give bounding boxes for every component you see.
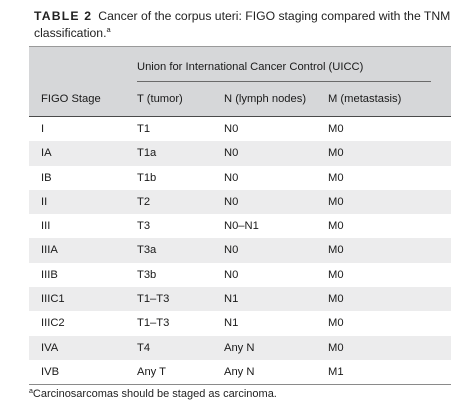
table-header-rule xyxy=(29,116,451,117)
cell-lymph-nodes: N0 xyxy=(224,244,239,257)
uicc-group-rule xyxy=(137,81,431,82)
table-row: II T2 N0 M0 xyxy=(29,189,451,215)
cell-metastasis: M1 xyxy=(328,365,344,378)
footnote-marker: a xyxy=(29,388,33,395)
cell-metastasis: M0 xyxy=(328,268,344,281)
caption-footnote-marker: a xyxy=(106,25,111,34)
cell-tumor: T1b xyxy=(137,171,157,184)
cell-lymph-nodes: N0 xyxy=(224,268,239,281)
cell-metastasis: M0 xyxy=(328,171,344,184)
col-header-figo-stage: FIGO Stage xyxy=(41,93,101,105)
cell-tumor: T1–T3 xyxy=(137,317,170,330)
col-header-tumor: T (tumor) xyxy=(137,93,183,105)
table-row: I T1 N0 M0 xyxy=(29,117,451,141)
cell-tumor: T1 xyxy=(137,123,151,135)
cell-lymph-nodes: N0 xyxy=(224,195,239,208)
cell-metastasis: M0 xyxy=(328,123,344,135)
cell-lymph-nodes: N0 xyxy=(224,147,239,160)
cell-metastasis: M0 xyxy=(328,317,344,330)
cell-lymph-nodes: N0 xyxy=(224,123,239,135)
footnote-text: Carcinosarcomas should be staged as carc… xyxy=(32,388,277,400)
table-row: IB T1b N0 M0 xyxy=(29,166,451,190)
cell-metastasis: M0 xyxy=(328,220,344,233)
cell-lymph-nodes: N1 xyxy=(224,317,239,330)
table-footnote: aCarcinosarcomas should be staged as car… xyxy=(29,388,277,400)
table-row: IA T1a N0 M0 xyxy=(29,141,451,166)
cell-lymph-nodes: N0 xyxy=(224,171,239,184)
cell-lymph-nodes: Any N xyxy=(224,365,255,378)
cell-metastasis: M0 xyxy=(328,244,344,257)
cell-tumor: T3b xyxy=(137,268,157,281)
table-caption: TABLE 2 Cancer of the corpus uteri: FIGO … xyxy=(34,8,459,42)
cell-tumor: T3a xyxy=(137,244,157,257)
cell-tumor: Any T xyxy=(137,365,167,378)
cell-tumor: T2 xyxy=(137,195,151,208)
cell-figo-stage: III xyxy=(41,220,51,233)
cell-tumor: T1–T3 xyxy=(137,293,170,306)
cell-tumor: T1a xyxy=(137,147,157,160)
table-row: IIIA T3a N0 M0 xyxy=(29,238,451,263)
table-row: IVA T4 Any N M0 xyxy=(29,335,451,360)
col-header-lymph-nodes: N (lymph nodes) xyxy=(224,93,307,105)
cell-metastasis: M0 xyxy=(328,147,344,160)
table-body: I T1 N0 M0 IA T1a N0 M0 IB T1b N0 M0 II T2 N0 M0 III T3 N0… xyxy=(29,117,451,384)
table-bottom-rule xyxy=(29,384,451,385)
cell-tumor: T4 xyxy=(137,341,151,354)
table-top-rule xyxy=(29,46,451,47)
cell-figo-stage: I xyxy=(41,123,45,135)
cell-figo-stage: IB xyxy=(41,171,52,184)
cell-figo-stage: IIIA xyxy=(41,244,58,257)
cell-metastasis: M0 xyxy=(328,195,344,208)
caption-text: Cancer of the corpus uteri: FIGO staging… xyxy=(34,9,451,40)
uicc-group-header: Union for International Cancer Control (… xyxy=(137,61,364,73)
cell-lymph-nodes: Any N xyxy=(224,341,255,354)
cell-figo-stage: IA xyxy=(41,147,52,160)
cell-lymph-nodes: N1 xyxy=(224,293,239,306)
table-row: IIIC1 T1–T3 N1 M0 xyxy=(29,287,451,312)
cell-lymph-nodes: N0–N1 xyxy=(224,220,259,233)
cell-figo-stage: IVA xyxy=(41,341,59,354)
table-number: TABLE 2 xyxy=(34,9,93,23)
table-row: IVB Any T Any N M1 xyxy=(29,360,451,384)
cell-figo-stage: IIIC2 xyxy=(41,317,65,330)
cell-figo-stage: II xyxy=(41,195,48,208)
cell-tumor: T3 xyxy=(137,220,151,233)
cell-figo-stage: IIIB xyxy=(41,268,58,281)
cell-figo-stage: IIIC1 xyxy=(41,293,65,306)
table-row: IIIC2 T1–T3 N1 M0 xyxy=(29,311,451,335)
cell-metastasis: M0 xyxy=(328,293,344,306)
cell-metastasis: M0 xyxy=(328,341,344,354)
table-row: IIIB T3b N0 M0 xyxy=(29,263,451,287)
col-header-metastasis: M (metastasis) xyxy=(328,93,402,105)
table-row: III T3 N0–N1 M0 xyxy=(29,214,451,238)
cell-figo-stage: IVB xyxy=(41,365,60,378)
